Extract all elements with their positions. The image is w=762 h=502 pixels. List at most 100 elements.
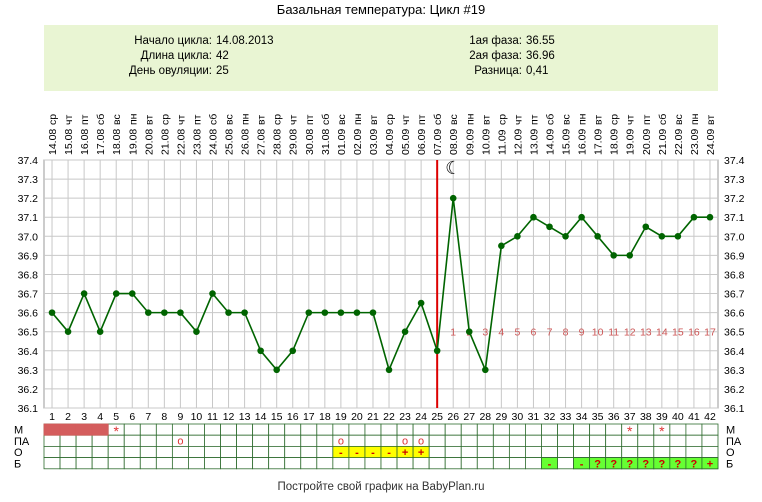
x-tick-label: 15 — [271, 411, 283, 423]
ovulation-test-mark: - — [339, 447, 343, 459]
row-cell — [557, 457, 574, 470]
row-cell — [220, 445, 237, 458]
phase-day-label: 14 — [656, 327, 668, 339]
y-tick-label-right: 37.4 — [724, 155, 745, 167]
row-cell — [171, 457, 189, 470]
row-cell — [252, 434, 270, 447]
row-cell — [139, 434, 157, 447]
date-label: 21.09 — [657, 129, 669, 155]
weekday-label: вт — [705, 115, 717, 125]
x-tick-label: 20 — [351, 411, 363, 423]
row-cell — [268, 457, 286, 470]
x-tick-label: 6 — [129, 411, 135, 423]
weekday-label: пн — [689, 113, 701, 125]
weekday-label: вс — [673, 114, 685, 125]
row-cell — [300, 445, 318, 458]
row-cell — [573, 423, 591, 436]
date-label: 15.08 — [63, 129, 75, 155]
row-cell — [268, 434, 286, 447]
row-cell — [139, 445, 157, 458]
weekday-label: сб — [95, 114, 107, 125]
x-tick-label: 40 — [672, 411, 684, 423]
row-cell — [300, 423, 318, 436]
x-tick-label: 13 — [239, 411, 251, 423]
date-label: 24.08 — [208, 129, 220, 155]
row-cell — [637, 434, 655, 447]
y-tick-label-left: 37.2 — [18, 193, 39, 205]
row-cell — [171, 423, 189, 436]
row-cell — [589, 445, 607, 458]
temperature-point — [642, 223, 650, 231]
y-tick-label-right: 37.2 — [724, 193, 745, 205]
x-tick-label: 1 — [49, 411, 55, 423]
row-cell — [155, 423, 173, 436]
pregnancy-test-mark: ? — [675, 458, 682, 470]
spotting-star-icon: * — [659, 423, 665, 439]
row-cell — [669, 423, 687, 436]
x-tick-label: 28 — [479, 411, 491, 423]
row-cell — [605, 445, 623, 458]
row-cell — [91, 434, 109, 447]
weekday-label: вт — [480, 115, 492, 125]
weekday-label: ср — [272, 114, 284, 125]
row-cell — [460, 423, 478, 436]
pregnancy-test-mark: ? — [658, 458, 665, 470]
phase-day-label: 7 — [547, 327, 553, 339]
date-label: 21.08 — [159, 129, 171, 155]
x-tick-label: 21 — [367, 411, 379, 423]
weekday-label: чт — [625, 115, 637, 125]
temperature-point — [530, 213, 537, 221]
y-tick-label-right: 36.4 — [724, 346, 745, 358]
row-cell — [220, 423, 237, 436]
date-label: 06.09 — [416, 129, 428, 155]
weekday-label: ср — [384, 114, 396, 125]
weekday-label: вт — [593, 115, 605, 125]
date-label: 14.08 — [47, 129, 59, 155]
row-cell — [476, 434, 494, 447]
x-tick-label: 10 — [191, 411, 203, 423]
row-label-left: О — [14, 447, 23, 459]
row-cell — [123, 457, 141, 470]
phase1-label: 1ая фаза: — [469, 35, 522, 47]
temperature-point — [369, 309, 377, 316]
date-label: 10.09 — [480, 129, 492, 155]
intercourse-mark: o — [177, 435, 183, 447]
weekday-label: сб — [657, 114, 669, 125]
row-cell — [91, 457, 109, 470]
ovulation-day-label: День овуляции: — [128, 65, 212, 77]
x-tick-label: 29 — [496, 411, 508, 423]
weekday-label: ср — [159, 114, 171, 125]
date-label: 16.08 — [79, 129, 91, 155]
y-tick-label-right: 37.0 — [724, 231, 745, 243]
pregnancy-test-cell — [541, 457, 558, 470]
pregnancy-test-cell — [701, 457, 719, 470]
date-label: 01.09 — [336, 129, 348, 155]
temperature-point — [209, 290, 216, 297]
x-tick-label: 24 — [415, 411, 427, 423]
temperature-chart: 36.1 36.1 36.2 36.2 36.3 36.3 36.4 36.4 36.5 36.5… — [14, 113, 745, 470]
row-cell — [236, 423, 254, 436]
temperature-point — [80, 290, 88, 297]
ovulation-test-mark: - — [371, 447, 375, 459]
temperature-point — [465, 328, 473, 335]
menstruation-cell — [91, 423, 109, 436]
date-label: 17.09 — [593, 129, 605, 155]
row-cell — [460, 434, 478, 447]
y-tick-label-right: 36.3 — [724, 365, 745, 377]
phase-day-label: 13 — [640, 327, 652, 339]
menstruation-cell — [75, 423, 93, 436]
weekday-label: вт — [256, 115, 268, 125]
x-tick-label: 19 — [335, 411, 347, 423]
row-cell — [284, 457, 302, 470]
row-cell — [541, 445, 558, 458]
footer-text: Постройте свой график на BabyPlan.ru — [277, 481, 485, 493]
weekday-label: чт — [63, 115, 75, 125]
temperature-point — [128, 290, 136, 297]
row-cell — [364, 457, 382, 470]
weekday-label: сб — [320, 114, 332, 125]
plot-area — [43, 159, 719, 409]
row-cell — [557, 445, 574, 458]
weekday-label: чт — [175, 115, 187, 125]
x-tick-label: 38 — [640, 411, 652, 423]
row-cell — [412, 457, 430, 470]
